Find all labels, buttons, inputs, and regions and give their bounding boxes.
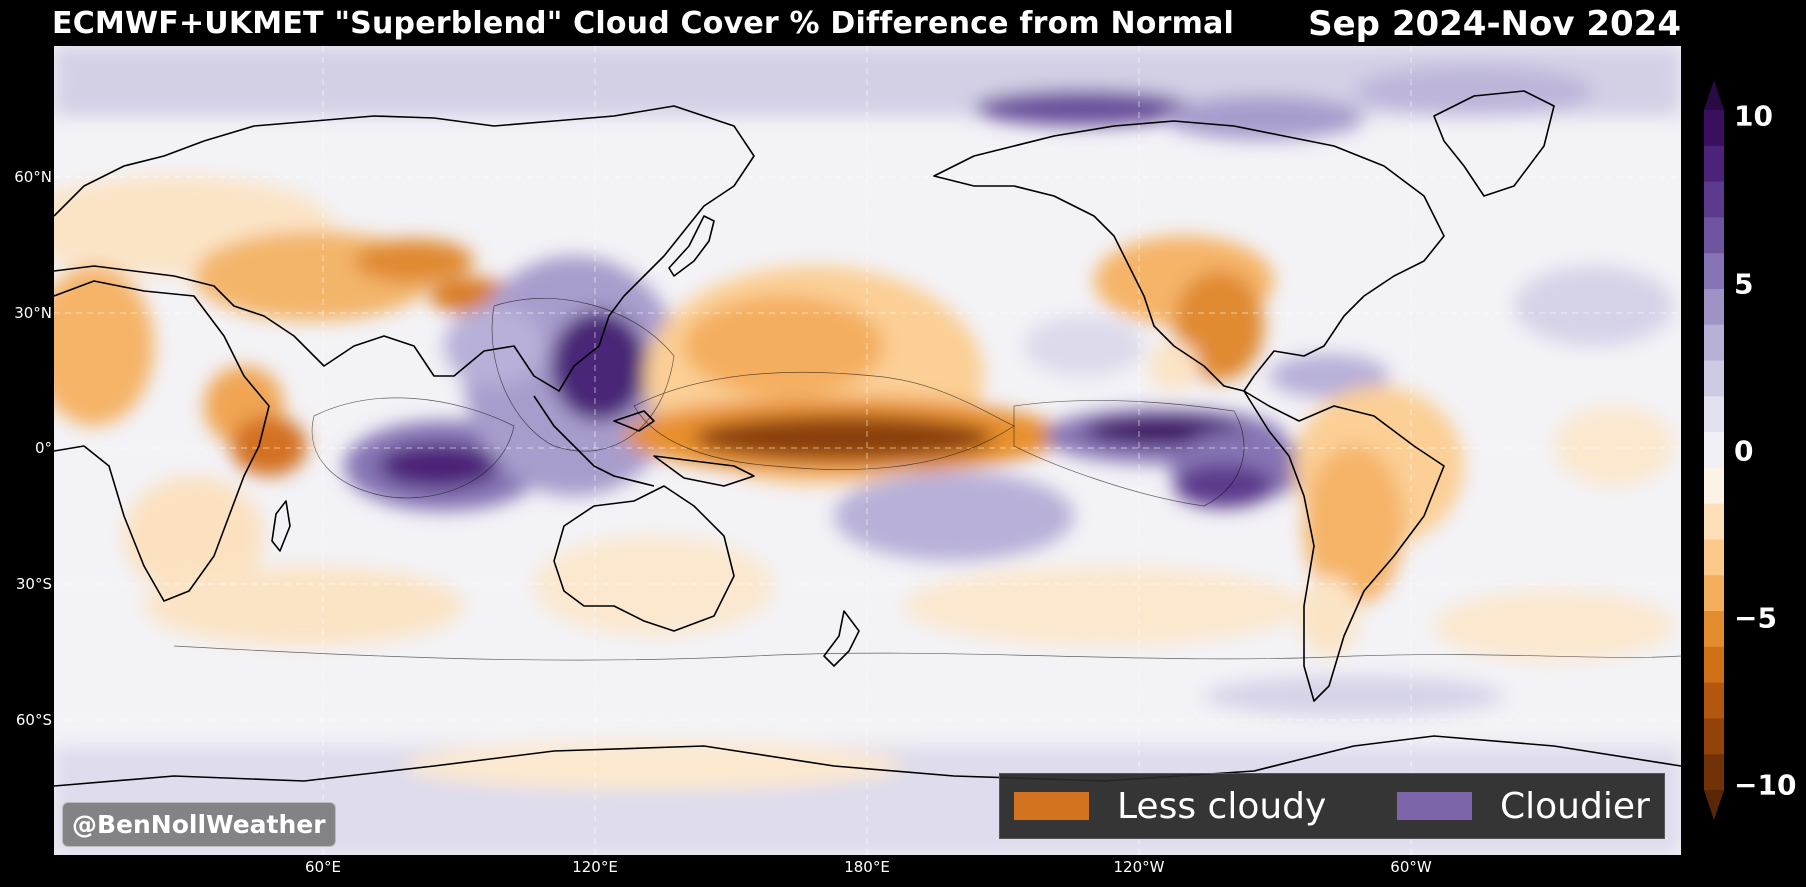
colorbar-extend-bottom xyxy=(1704,790,1724,820)
lon-label-180e: 180°E xyxy=(844,858,890,876)
lat-label-60s: 60°S xyxy=(15,711,52,729)
colorbar-segment xyxy=(1704,396,1724,433)
lon-label-120w: 120°W xyxy=(1113,858,1165,876)
lon-label-60w: 60°W xyxy=(1390,858,1432,876)
colorbar-segment xyxy=(1704,145,1724,183)
colorbar-segment xyxy=(1704,288,1724,326)
legend-label-cloudier: Cloudier xyxy=(1500,785,1650,827)
colorbar-segment xyxy=(1704,754,1724,791)
colorbar-tick-minus-10: −10 xyxy=(1734,768,1797,802)
lon-label-120e: 120°E xyxy=(572,858,618,876)
lon-label-60e: 60°E xyxy=(304,858,342,876)
colorbar-segment xyxy=(1704,324,1724,362)
legend-item-cloudier: Cloudier xyxy=(1397,786,1650,827)
colorbar-tick-0: 0 xyxy=(1734,434,1754,468)
colorbar-segment xyxy=(1704,253,1724,290)
colorbar-segment xyxy=(1704,110,1724,147)
colorbar-segment xyxy=(1704,718,1724,755)
colorbar-segment xyxy=(1704,360,1724,397)
map-legend: Less cloudy Cloudier xyxy=(999,773,1665,839)
colorbar-segment xyxy=(1704,682,1724,719)
lat-label-30n: 30°N xyxy=(14,304,52,322)
colorbar-segment xyxy=(1704,181,1724,218)
anomaly-field xyxy=(54,46,1681,855)
colorbar-segment xyxy=(1704,646,1724,684)
legend-label-less-cloudy: Less cloudy xyxy=(1117,785,1327,827)
colorbar xyxy=(1704,80,1724,820)
colorbar-segment xyxy=(1704,503,1724,540)
graticule xyxy=(54,46,1681,855)
colorbar-tick-minus-5: −5 xyxy=(1734,601,1777,635)
colorbar-tick-5: 5 xyxy=(1734,267,1754,301)
colorbar-extend-top xyxy=(1704,80,1724,110)
legend-swatch-cloudier xyxy=(1397,792,1472,820)
colorbar-segment xyxy=(1704,611,1724,648)
watermark: @BenNollWeather xyxy=(62,802,336,847)
coastlines xyxy=(54,90,1681,787)
colorbar-segment xyxy=(1704,539,1724,576)
legend-item-less-cloudy: Less cloudy xyxy=(1014,786,1326,827)
colorbar-segment xyxy=(1704,575,1724,612)
colorbar-segment xyxy=(1704,432,1724,469)
contour-lines xyxy=(173,297,1681,661)
lat-label-60n: 60°N xyxy=(14,168,52,186)
forecast-period: Sep 2024-Nov 2024 xyxy=(1308,4,1681,44)
colorbar-tick-10: 10 xyxy=(1734,99,1773,133)
colorbar-segment xyxy=(1704,217,1724,254)
lat-label-30s: 30°S xyxy=(15,575,52,593)
world-anomaly-map xyxy=(54,46,1681,855)
legend-swatch-less-cloudy xyxy=(1014,792,1089,820)
map-title: ECMWF+UKMET "Superblend" Cloud Cover % D… xyxy=(52,6,1234,41)
lat-label-0: 0° xyxy=(34,439,52,457)
colorbar-segment xyxy=(1704,467,1724,505)
